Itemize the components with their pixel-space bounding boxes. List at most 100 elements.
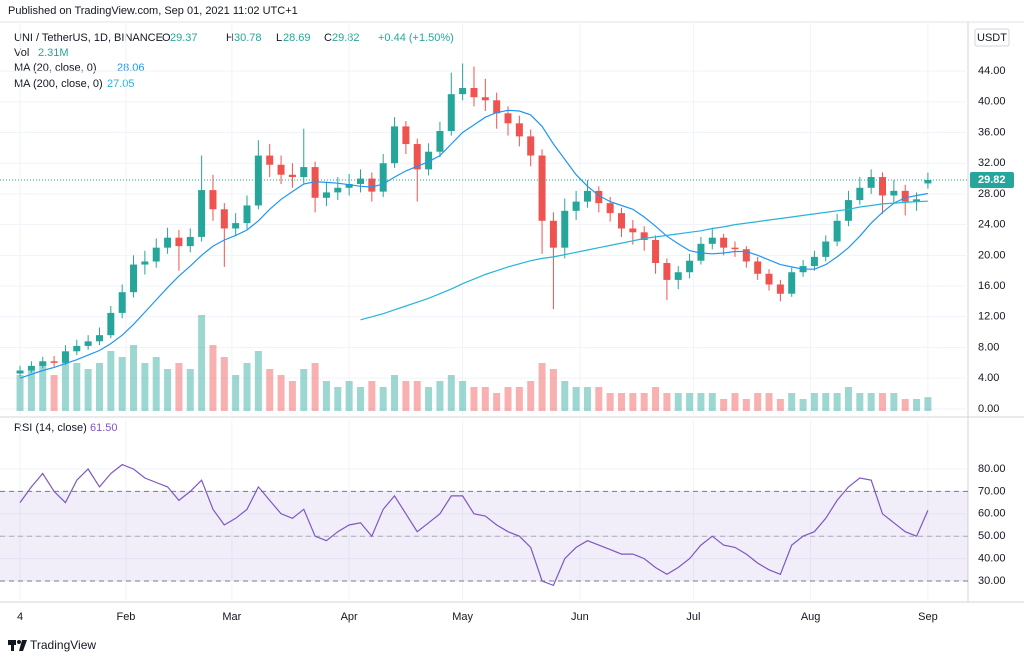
volume-bar xyxy=(913,399,921,411)
candle-body xyxy=(833,220,841,242)
volume-bar xyxy=(130,345,138,411)
candle-body xyxy=(686,260,694,273)
ma-value: 28.06 xyxy=(117,62,145,74)
close-value: 29.82 xyxy=(332,32,360,44)
x-tick-label: Mar xyxy=(222,611,241,623)
candle-body xyxy=(901,190,909,202)
candle-body xyxy=(697,243,705,261)
volume-bar xyxy=(686,393,694,411)
candle-body xyxy=(583,190,591,202)
volume-bar xyxy=(198,315,206,411)
volume-bar xyxy=(95,363,103,411)
y-tick-label: 12.00 xyxy=(978,311,1006,323)
candle-body xyxy=(470,88,478,98)
candle-body xyxy=(391,126,399,164)
currency-box[interactable] xyxy=(974,28,1010,47)
candle-body xyxy=(742,249,750,262)
x-tick-label: Sep xyxy=(918,611,938,623)
publisher: Published on TradingView.com, Sep 01, 20… xyxy=(8,5,298,17)
candle-body xyxy=(606,203,614,214)
brand-logo xyxy=(8,640,27,651)
volume-bar xyxy=(788,393,796,411)
volume-bar xyxy=(107,351,115,411)
candle-body xyxy=(595,190,603,204)
candle-body xyxy=(130,264,138,293)
x-tick-label: 4 xyxy=(17,611,23,623)
low-label: L xyxy=(276,32,282,44)
volume-bar xyxy=(527,381,535,411)
volume-bar xyxy=(731,393,739,411)
y-tick-label: 30.00 xyxy=(978,575,1006,587)
volume-bar xyxy=(300,369,308,411)
y-tick-label: 0.00 xyxy=(978,403,999,415)
candle-body xyxy=(720,237,728,248)
ma-value: 27.05 xyxy=(107,78,135,90)
volume-bar xyxy=(890,393,898,411)
candle-body xyxy=(788,272,796,294)
volume-bar xyxy=(697,393,705,411)
volume-bar xyxy=(334,387,342,411)
candle-body xyxy=(459,88,467,95)
candle-body xyxy=(220,209,228,229)
rsi-legend: RSI (14, close) xyxy=(14,422,87,434)
volume-bar xyxy=(402,381,410,411)
volume-bar xyxy=(879,393,887,411)
rsi-value: 61.50 xyxy=(90,422,118,434)
open-label: O xyxy=(162,32,171,44)
volume-bar xyxy=(175,363,183,411)
candle-body xyxy=(334,187,342,193)
volume-bar xyxy=(776,399,784,411)
candle-body xyxy=(493,100,501,114)
candle-body xyxy=(311,167,319,198)
candle-body xyxy=(867,177,875,188)
candle-body xyxy=(50,361,58,363)
candle-body xyxy=(640,232,648,240)
candle-body xyxy=(322,192,330,198)
volume-bar xyxy=(901,399,909,411)
candle-body xyxy=(776,284,784,294)
candle-body xyxy=(61,351,69,363)
x-tick-label: Jun xyxy=(571,611,589,623)
moving-average xyxy=(19,109,929,379)
volume-bar xyxy=(515,387,523,411)
volume-bar xyxy=(799,399,807,411)
volume-bar xyxy=(16,375,24,411)
change: +0.44 (+1.50%) xyxy=(378,32,454,44)
y-tick-label: 8.00 xyxy=(978,341,999,353)
candle-body xyxy=(629,228,637,233)
volume-bar xyxy=(833,393,841,411)
candle-body xyxy=(243,205,251,224)
x-tick-label: May xyxy=(452,611,473,623)
candle-body xyxy=(810,256,818,267)
candle-body xyxy=(266,155,274,165)
volume-bar xyxy=(595,387,603,411)
volume-bar xyxy=(425,387,433,411)
volume-bar xyxy=(481,387,489,411)
y-tick-label: 50.00 xyxy=(978,530,1006,542)
candle-body xyxy=(84,341,92,346)
y-tick-label: 70.00 xyxy=(978,485,1006,497)
volume-bar xyxy=(391,375,399,411)
y-tick-label: 44.00 xyxy=(978,65,1006,77)
volume-bar xyxy=(436,381,444,411)
volume-bar xyxy=(311,363,319,411)
candle-body xyxy=(674,272,682,280)
volume-bar xyxy=(856,393,864,411)
candle-body xyxy=(515,123,523,137)
y-tick-label: 28.00 xyxy=(978,188,1006,200)
candle-body xyxy=(379,163,387,192)
volume-bar xyxy=(459,381,467,411)
candle-body xyxy=(618,213,626,229)
last-price-tag xyxy=(970,171,1014,188)
last-price-label: 29.82 xyxy=(978,174,1006,186)
candle-body xyxy=(425,151,433,170)
candle-body xyxy=(436,130,444,152)
volume-bar xyxy=(652,387,660,411)
candle-body xyxy=(95,335,103,342)
y-tick-label: 32.00 xyxy=(978,157,1006,169)
volume-bar xyxy=(629,393,637,411)
volume-bar xyxy=(84,369,92,411)
rsi-band xyxy=(0,491,968,581)
candle-body xyxy=(504,113,512,124)
candle-body xyxy=(39,361,47,366)
